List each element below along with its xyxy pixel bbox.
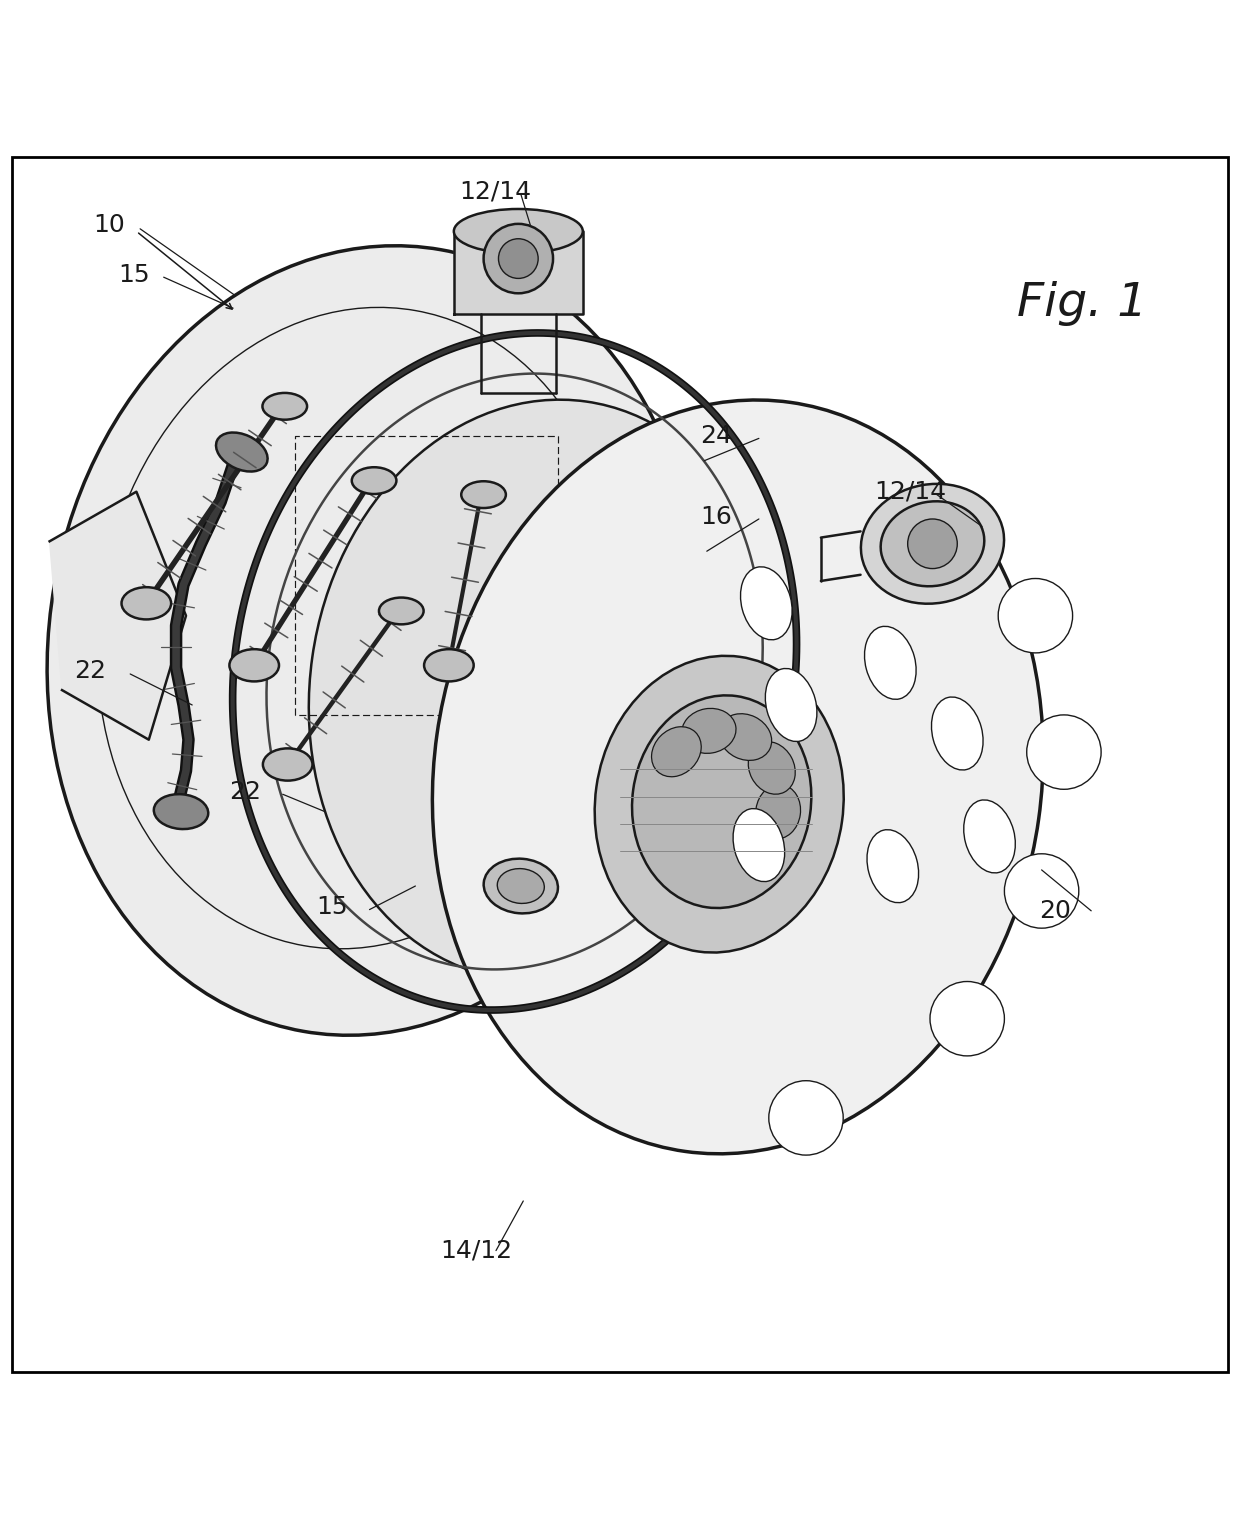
- Ellipse shape: [229, 650, 279, 682]
- Text: 24: 24: [701, 424, 733, 448]
- Ellipse shape: [122, 587, 171, 619]
- Circle shape: [908, 518, 957, 569]
- Circle shape: [1004, 853, 1079, 928]
- Text: 15: 15: [316, 894, 348, 919]
- Ellipse shape: [740, 567, 792, 639]
- Text: 22: 22: [229, 780, 262, 804]
- Ellipse shape: [424, 650, 474, 682]
- Ellipse shape: [263, 393, 308, 419]
- Circle shape: [769, 1081, 843, 1154]
- Ellipse shape: [864, 627, 916, 699]
- Ellipse shape: [216, 433, 268, 471]
- Ellipse shape: [309, 399, 782, 980]
- Circle shape: [484, 223, 553, 294]
- Ellipse shape: [497, 868, 544, 904]
- Ellipse shape: [748, 742, 795, 794]
- Ellipse shape: [682, 708, 737, 754]
- Ellipse shape: [755, 784, 801, 839]
- Ellipse shape: [484, 859, 558, 913]
- Ellipse shape: [47, 246, 697, 1035]
- Ellipse shape: [454, 209, 583, 254]
- Ellipse shape: [263, 748, 312, 781]
- Ellipse shape: [861, 483, 1004, 604]
- Ellipse shape: [880, 502, 985, 586]
- Circle shape: [930, 982, 1004, 1057]
- Ellipse shape: [867, 830, 919, 902]
- Ellipse shape: [433, 401, 1043, 1154]
- Text: 16: 16: [701, 505, 733, 529]
- Polygon shape: [50, 492, 186, 740]
- Text: 15: 15: [118, 263, 150, 287]
- Ellipse shape: [931, 697, 983, 771]
- Text: 22: 22: [74, 659, 107, 683]
- Circle shape: [498, 239, 538, 278]
- Text: 20: 20: [1039, 899, 1071, 924]
- Ellipse shape: [352, 468, 397, 494]
- Circle shape: [1027, 716, 1101, 789]
- Text: 12/14: 12/14: [874, 480, 946, 503]
- Ellipse shape: [379, 598, 424, 624]
- Ellipse shape: [963, 800, 1016, 873]
- Ellipse shape: [461, 482, 506, 508]
- Text: 14/12: 14/12: [440, 1238, 512, 1263]
- Text: 12/14: 12/14: [459, 179, 531, 203]
- Ellipse shape: [651, 726, 702, 777]
- Text: Fig. 1: Fig. 1: [1017, 281, 1147, 326]
- Circle shape: [998, 578, 1073, 653]
- Ellipse shape: [719, 714, 771, 760]
- Ellipse shape: [595, 656, 843, 953]
- Ellipse shape: [632, 696, 811, 908]
- Ellipse shape: [733, 809, 785, 882]
- Ellipse shape: [154, 794, 208, 829]
- Ellipse shape: [765, 668, 817, 742]
- Polygon shape: [454, 231, 583, 315]
- Text: 10: 10: [93, 213, 125, 237]
